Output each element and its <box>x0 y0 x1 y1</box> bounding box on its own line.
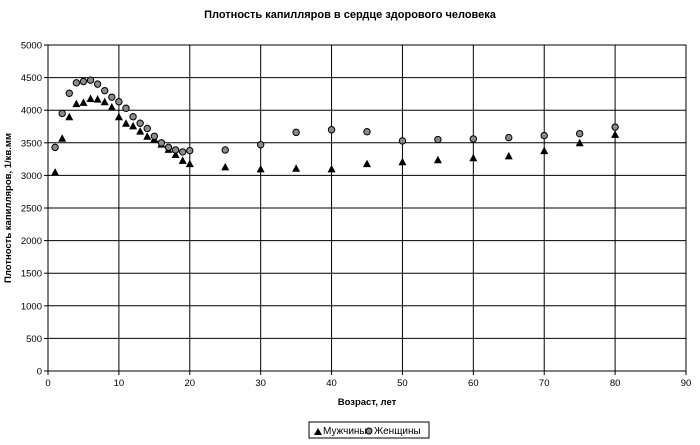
x-axis-label: Возраст, лет <box>338 397 397 408</box>
legend-marker-women <box>366 428 372 434</box>
point-women <box>293 129 299 135</box>
y-tick-label: 0 <box>37 367 42 378</box>
point-women <box>179 149 185 155</box>
legend: Мужчины Женщины <box>309 422 429 438</box>
point-women <box>541 132 547 138</box>
point-women <box>470 136 476 142</box>
point-women <box>144 125 150 131</box>
point-women <box>59 110 65 116</box>
point-women <box>123 105 129 111</box>
legend-label-women: Женщины <box>374 426 421 437</box>
x-tick-label: 70 <box>539 378 550 389</box>
x-tick-label: 80 <box>610 378 621 389</box>
point-women <box>612 124 618 130</box>
point-women <box>66 90 72 96</box>
point-women <box>137 120 143 126</box>
point-women <box>102 87 108 93</box>
x-tick-label: 40 <box>326 378 337 389</box>
y-tick-label: 2500 <box>21 204 42 215</box>
x-tick-label: 30 <box>255 378 266 389</box>
x-tick-label: 0 <box>45 378 50 389</box>
point-women <box>116 99 122 105</box>
x-tick-label: 90 <box>681 378 692 389</box>
point-women <box>257 142 263 148</box>
point-women <box>187 147 193 153</box>
y-tick-label: 1000 <box>21 301 42 312</box>
point-women <box>399 138 405 144</box>
point-women <box>73 80 79 86</box>
point-women <box>576 130 582 136</box>
point-women <box>506 134 512 140</box>
y-tick-label: 3500 <box>21 138 42 149</box>
point-women <box>222 147 228 153</box>
point-women <box>151 133 157 139</box>
point-women <box>328 127 334 133</box>
x-tick-label: 50 <box>397 378 408 389</box>
y-tick-label: 4500 <box>21 73 42 84</box>
point-women <box>130 114 136 120</box>
y-tick-label: 4000 <box>21 106 42 117</box>
point-women <box>172 147 178 153</box>
x-tick-label: 60 <box>468 378 479 389</box>
x-tick-label: 20 <box>184 378 195 389</box>
y-tick-label: 500 <box>26 334 42 345</box>
point-women <box>109 94 115 100</box>
point-women <box>80 78 86 84</box>
point-women <box>364 129 370 135</box>
point-women <box>165 144 171 150</box>
y-tick-label: 1500 <box>21 269 42 280</box>
point-women <box>435 136 441 142</box>
point-women <box>94 81 100 87</box>
legend-label-men: Мужчины <box>323 426 367 437</box>
point-women <box>87 77 93 83</box>
y-tick-label: 3000 <box>21 171 42 182</box>
point-women <box>158 140 164 146</box>
y-tick-label: 2000 <box>21 236 42 247</box>
y-axis-label: Плотность капилляров, 1/кв.мм <box>3 133 14 283</box>
chart-title: Плотность капилляров в сердце здорового … <box>204 9 497 21</box>
point-women <box>52 144 58 150</box>
y-tick-label: 5000 <box>21 41 42 52</box>
x-tick-label: 10 <box>114 378 125 389</box>
